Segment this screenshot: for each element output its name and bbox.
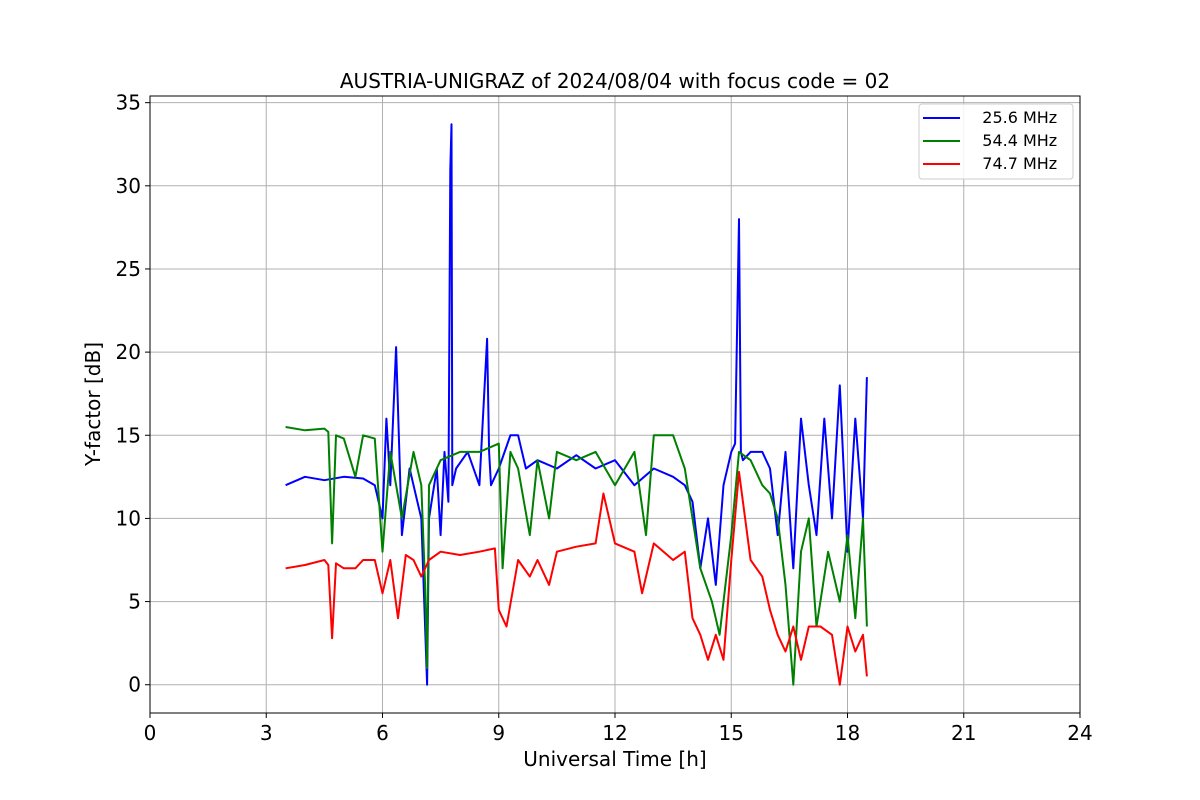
y-tick-label: 0 <box>128 673 141 697</box>
x-tick-label: 12 <box>602 721 627 745</box>
series-line-1 <box>285 426 868 686</box>
x-tick-label: 24 <box>1067 721 1092 745</box>
series-line-0 <box>285 123 868 686</box>
series-line-2 <box>285 470 868 686</box>
y-tick-label: 20 <box>116 340 141 364</box>
legend-label-0: 25.6 MHz <box>967 108 1057 127</box>
x-tick-label: 21 <box>951 721 976 745</box>
x-tick-label: 9 <box>492 721 505 745</box>
series-layer <box>285 123 868 686</box>
y-tick-label: 15 <box>116 423 141 447</box>
grid <box>149 96 1081 713</box>
y-tick-label: 5 <box>128 590 141 614</box>
x-tick-label: 18 <box>835 721 860 745</box>
chart-title: AUSTRIA-UNIGRAZ of 2024/08/04 with focus… <box>340 69 890 93</box>
legend-label-2: 74.7 MHz <box>967 154 1057 173</box>
x-axis-label: Universal Time [h] <box>523 747 706 771</box>
y-tick-label: 30 <box>116 174 141 198</box>
legend-label-1: 54.4 MHz <box>967 131 1057 150</box>
x-tick-label: 6 <box>376 721 389 745</box>
legend-box <box>918 103 1074 180</box>
ticks: 0 3 6 9 12 15 18 21 24 0 5 10 15 20 25 30 35 <box>116 91 1093 745</box>
x-tick-label: 3 <box>260 721 273 745</box>
x-tick-label: 15 <box>719 721 744 745</box>
legend: 25.6 MHz 54.4 MHz 74.7 MHz <box>918 103 1074 180</box>
y-tick-label: 25 <box>116 257 141 281</box>
y-axis-label: Y-factor [dB] <box>81 342 105 467</box>
x-tick-label: 0 <box>144 721 157 745</box>
y-tick-label: 35 <box>116 91 141 115</box>
y-tick-label: 10 <box>116 506 141 530</box>
